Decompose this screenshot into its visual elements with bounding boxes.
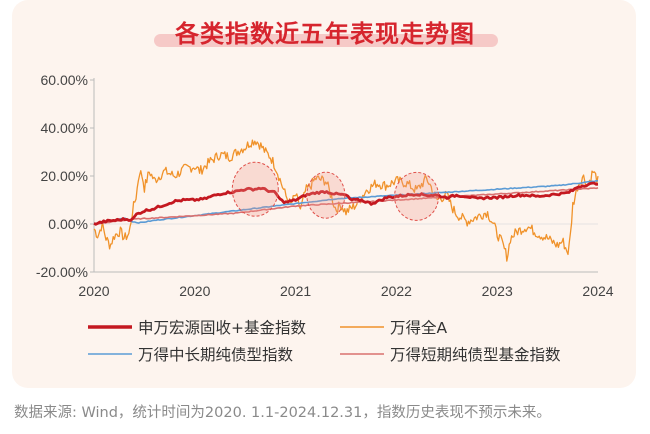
series-line-0 xyxy=(93,181,599,226)
highlight-circle-1 xyxy=(231,161,279,217)
legend-label: 万得短期纯债型基金指数 xyxy=(390,346,561,364)
series-line-3 xyxy=(93,187,599,225)
y-tick-label: 0.00% xyxy=(48,216,88,232)
y-tick-label: 40.00% xyxy=(41,120,88,136)
title-container: 各类指数近五年表现走势图 xyxy=(0,14,650,49)
legend-label: 万得中长期纯债型指数 xyxy=(138,346,294,364)
legend-label: 申万宏源固收+基金指数 xyxy=(138,319,306,337)
x-tick-label: 2022 xyxy=(381,283,412,299)
legend-label: 万得全A xyxy=(390,319,448,337)
chart-title: 各类指数近五年表现走势图 xyxy=(175,20,475,48)
y-tick-label: 20.00% xyxy=(41,168,88,184)
series-line-1 xyxy=(93,139,599,262)
x-tick-label: 2021 xyxy=(280,283,311,299)
x-tick-label: 2024 xyxy=(582,283,613,299)
footnote: 数据来源: Wind，统计时间为2020. 1.1-2024.12.31，指数历… xyxy=(14,405,551,421)
highlight-circle-3 xyxy=(394,171,440,221)
title-highlight xyxy=(154,34,498,47)
x-tick-label: 2020 xyxy=(179,283,210,299)
y-tick-label: -20.00% xyxy=(36,264,88,280)
x-tick-label: 2020 xyxy=(78,283,109,299)
y-tick-label: 60.00% xyxy=(41,72,88,88)
x-tick-label: 2023 xyxy=(482,283,513,299)
highlight-circle-2 xyxy=(306,171,346,219)
